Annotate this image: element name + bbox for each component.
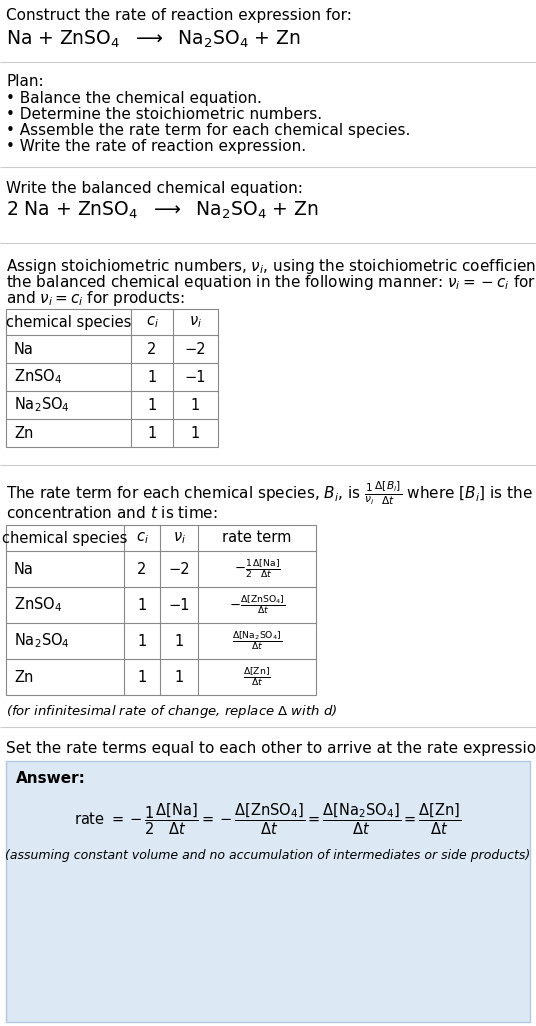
Text: 1: 1 — [174, 633, 184, 648]
Text: $\frac{\Delta[\mathrm{Zn}]}{\Delta t}$: $\frac{\Delta[\mathrm{Zn}]}{\Delta t}$ — [243, 666, 271, 688]
Text: Assign stoichiometric numbers, $\nu_i$, using the stoichiometric coefficients, $: Assign stoichiometric numbers, $\nu_i$, … — [6, 256, 536, 276]
Text: Na$_2$SO$_4$: Na$_2$SO$_4$ — [14, 632, 70, 650]
Text: 1: 1 — [147, 397, 157, 412]
Text: $\nu_i$: $\nu_i$ — [189, 314, 202, 329]
Text: 2: 2 — [147, 342, 157, 356]
Text: $-\frac{\Delta[\mathrm{ZnSO_4}]}{\Delta t}$: $-\frac{\Delta[\mathrm{ZnSO_4}]}{\Delta … — [229, 594, 285, 617]
Text: $\nu_i$: $\nu_i$ — [173, 530, 185, 546]
Text: 2 Na + ZnSO$_4$  $\longrightarrow$  Na$_2$SO$_4$ + Zn: 2 Na + ZnSO$_4$ $\longrightarrow$ Na$_2$… — [6, 200, 318, 222]
Text: chemical species: chemical species — [6, 315, 131, 329]
Text: 1: 1 — [137, 633, 147, 648]
Text: Zn: Zn — [14, 670, 33, 684]
Text: 1: 1 — [191, 426, 200, 440]
Text: 1: 1 — [191, 397, 200, 412]
Bar — [6, 525, 316, 695]
Text: $-\frac{1}{2}\frac{\Delta[\mathrm{Na}]}{\Delta t}$: $-\frac{1}{2}\frac{\Delta[\mathrm{Na}]}{… — [234, 558, 280, 580]
Text: 1: 1 — [137, 670, 147, 684]
Text: −2: −2 — [168, 561, 190, 577]
Text: the balanced chemical equation in the following manner: $\nu_i = -c_i$ for react: the balanced chemical equation in the fo… — [6, 273, 536, 292]
Text: Zn: Zn — [14, 426, 33, 440]
Text: (for infinitesimal rate of change, replace $\Delta$ with $d$): (for infinitesimal rate of change, repla… — [6, 703, 338, 720]
Text: rate term: rate term — [222, 530, 292, 546]
Text: −1: −1 — [185, 369, 206, 385]
Text: 1: 1 — [137, 597, 147, 613]
Text: The rate term for each chemical species, $B_i$, is $\frac{1}{\nu_i}\frac{\Delta[: The rate term for each chemical species,… — [6, 479, 536, 507]
Text: • Write the rate of reaction expression.: • Write the rate of reaction expression. — [6, 139, 306, 154]
Text: rate $= -\dfrac{1}{2}\dfrac{\Delta[\mathrm{Na}]}{\Delta t} = -\dfrac{\Delta[\mat: rate $= -\dfrac{1}{2}\dfrac{\Delta[\math… — [74, 801, 462, 837]
Text: Na + ZnSO$_4$  $\longrightarrow$  Na$_2$SO$_4$ + Zn: Na + ZnSO$_4$ $\longrightarrow$ Na$_2$SO… — [6, 29, 301, 50]
Text: Write the balanced chemical equation:: Write the balanced chemical equation: — [6, 181, 303, 196]
Text: 1: 1 — [147, 426, 157, 440]
Text: ZnSO$_4$: ZnSO$_4$ — [14, 367, 62, 387]
Text: 2: 2 — [137, 561, 147, 577]
Text: • Determine the stoichiometric numbers.: • Determine the stoichiometric numbers. — [6, 107, 322, 122]
Text: $c_i$: $c_i$ — [136, 530, 148, 546]
Text: Answer:: Answer: — [16, 771, 86, 786]
Text: 1: 1 — [147, 369, 157, 385]
Text: Construct the rate of reaction expression for:: Construct the rate of reaction expressio… — [6, 8, 352, 23]
Text: Na: Na — [14, 561, 34, 577]
Text: Plan:: Plan: — [6, 74, 43, 89]
Text: −2: −2 — [185, 342, 206, 356]
Text: $\frac{\Delta[\mathrm{Na_2SO_4}]}{\Delta t}$: $\frac{\Delta[\mathrm{Na_2SO_4}]}{\Delta… — [232, 630, 282, 653]
Text: • Assemble the rate term for each chemical species.: • Assemble the rate term for each chemic… — [6, 123, 411, 139]
Bar — [6, 309, 218, 447]
Text: concentration and $t$ is time:: concentration and $t$ is time: — [6, 505, 218, 521]
Text: (assuming constant volume and no accumulation of intermediates or side products): (assuming constant volume and no accumul… — [5, 849, 531, 862]
Text: Na: Na — [14, 342, 34, 356]
Bar — [6, 761, 530, 1022]
Text: • Balance the chemical equation.: • Balance the chemical equation. — [6, 91, 262, 106]
Text: −1: −1 — [168, 597, 190, 613]
Text: and $\nu_i = c_i$ for products:: and $\nu_i = c_i$ for products: — [6, 289, 185, 308]
Text: Na$_2$SO$_4$: Na$_2$SO$_4$ — [14, 396, 70, 415]
Text: chemical species: chemical species — [2, 530, 128, 546]
Text: Set the rate terms equal to each other to arrive at the rate expression:: Set the rate terms equal to each other t… — [6, 741, 536, 756]
Text: ZnSO$_4$: ZnSO$_4$ — [14, 596, 62, 615]
Text: $c_i$: $c_i$ — [146, 314, 159, 329]
Text: 1: 1 — [174, 670, 184, 684]
